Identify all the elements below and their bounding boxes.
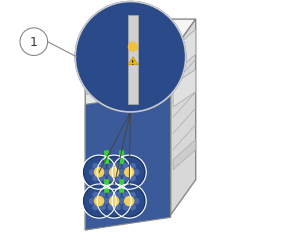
Polygon shape xyxy=(173,70,196,108)
Circle shape xyxy=(114,186,145,217)
Polygon shape xyxy=(85,20,196,70)
Polygon shape xyxy=(85,92,171,230)
Circle shape xyxy=(110,197,119,206)
Text: !: ! xyxy=(131,60,135,66)
Circle shape xyxy=(100,158,128,187)
Polygon shape xyxy=(128,58,138,66)
Circle shape xyxy=(20,29,48,56)
Polygon shape xyxy=(173,30,196,75)
Circle shape xyxy=(95,168,104,177)
Circle shape xyxy=(125,197,134,206)
Circle shape xyxy=(125,168,134,177)
Circle shape xyxy=(115,187,144,216)
Circle shape xyxy=(85,187,114,216)
Circle shape xyxy=(78,5,183,110)
Circle shape xyxy=(75,2,186,112)
Circle shape xyxy=(99,186,130,217)
FancyBboxPatch shape xyxy=(119,180,124,193)
FancyBboxPatch shape xyxy=(104,180,109,193)
Polygon shape xyxy=(173,140,196,170)
Circle shape xyxy=(115,158,144,187)
Circle shape xyxy=(100,187,128,216)
FancyBboxPatch shape xyxy=(119,151,124,164)
Circle shape xyxy=(110,168,119,177)
Circle shape xyxy=(83,186,115,217)
Circle shape xyxy=(83,157,115,188)
Circle shape xyxy=(95,197,104,206)
Circle shape xyxy=(99,157,130,188)
FancyBboxPatch shape xyxy=(104,151,109,164)
Circle shape xyxy=(114,157,145,188)
Text: 1: 1 xyxy=(30,36,38,49)
Polygon shape xyxy=(171,20,196,215)
Polygon shape xyxy=(85,55,171,230)
Circle shape xyxy=(85,158,114,187)
Circle shape xyxy=(128,43,137,52)
FancyBboxPatch shape xyxy=(128,16,138,104)
Polygon shape xyxy=(85,55,171,95)
